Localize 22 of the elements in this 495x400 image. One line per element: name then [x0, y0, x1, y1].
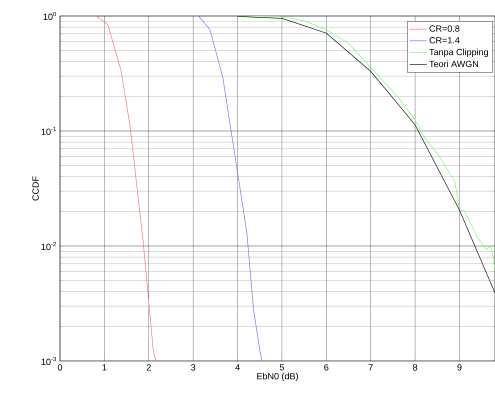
legend-label: CR=1.4: [430, 37, 460, 44]
y-axis-title: CCDF: [32, 176, 39, 201]
x-tick-label: 2: [146, 364, 151, 370]
legend-label: Teori AWGN: [429, 60, 478, 68]
line-series: [198, 16, 262, 362]
x-axis-title: EbN0 (dB): [257, 372, 298, 382]
x-tick-label: 7: [368, 364, 373, 370]
x-tick-label: 9: [457, 364, 462, 371]
y-tick-label: 10$^{-1}$: [42, 126, 56, 136]
x-tick-label: 3: [191, 364, 196, 371]
x-tick-label: 0: [58, 364, 62, 371]
x-tick-label: 6: [324, 364, 328, 371]
y-tick-label: 10$^{-2}$: [42, 242, 56, 250]
x-tick-label: 1: [102, 364, 106, 370]
legend-label: CR=0.8: [430, 25, 460, 32]
line-series: [96, 16, 156, 362]
x-tick-label: 8: [412, 364, 418, 371]
legend-label: Tanpa Clipping: [429, 48, 488, 58]
x-tick-label: 5: [280, 364, 284, 370]
x-tick-label: 4: [235, 364, 240, 370]
y-tick-label: 10$^{0}$: [44, 12, 56, 20]
y-tick-label: 10$^{-3}$: [42, 356, 56, 366]
